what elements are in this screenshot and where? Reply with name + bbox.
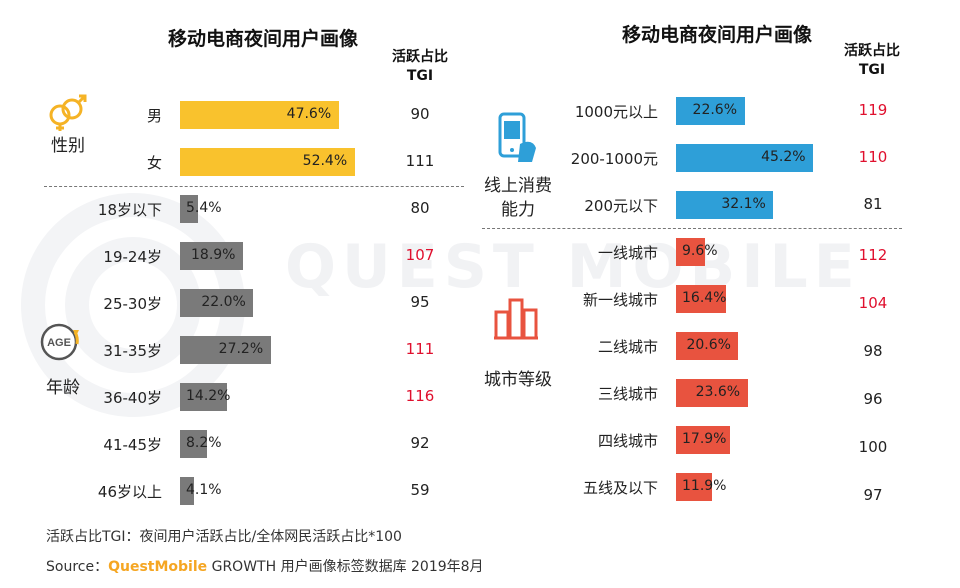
- left-row-1-2-tgi: 95: [410, 293, 430, 311]
- age-icon: AGE: [40, 323, 79, 361]
- left-row-1-0-category: 18岁以下: [97, 201, 162, 219]
- right-row-1-3-category: 三线城市: [597, 385, 658, 403]
- left-row-1-1-value-label: 18.9%: [191, 247, 236, 263]
- right-row-0-2-value-label: 32.1%: [721, 196, 766, 212]
- left-row-0-1-value-label: 52.4%: [302, 153, 348, 169]
- right-row-1-2-bar: [676, 332, 739, 360]
- right-row-1-2-value-label: 20.6%: [686, 337, 731, 353]
- left-row-1-1-bar: [180, 242, 243, 270]
- right-row-0-0-category: 1000元以上: [574, 103, 658, 121]
- left-row-1-3-value-label: 27.2%: [218, 341, 264, 357]
- left-chart-title: 移动电商夜间用户画像: [168, 28, 359, 50]
- right-row-1-4-category: 四线城市: [597, 432, 658, 450]
- right-row-1-5-tgi: 97: [863, 486, 883, 504]
- right-row-1-4-value-label: 17.9%: [682, 431, 727, 447]
- right-row-1-3-bar: [676, 379, 748, 407]
- left-row-0-1-category: 女: [146, 154, 162, 172]
- left-row-1-3-category: 31-35岁: [103, 342, 162, 360]
- right-row-0-2-bar: [676, 191, 774, 219]
- left-divider: [44, 186, 464, 187]
- right-row-0-2-tgi: 81: [863, 195, 883, 213]
- right-row-1-5-category: 五线及以下: [582, 479, 658, 497]
- group-label-city: 城市等级: [484, 370, 552, 390]
- left-row-1-1-category: 19-24岁: [103, 248, 162, 266]
- left-row-1-5-tgi: 92: [410, 434, 430, 452]
- left-row-1-0-value-label: 5.4%: [186, 200, 222, 216]
- right-row-1-4-bar: [676, 426, 731, 454]
- right-row-1-1-tgi: 104: [858, 294, 888, 312]
- left-row-1-0-tgi: 80: [410, 199, 430, 217]
- left-tgi-header: 活跃占比 TGI: [378, 48, 462, 86]
- right-chart-title: 移动电商夜间用户画像: [622, 24, 813, 46]
- right-row-1-5-value-label: 11.9%: [682, 478, 727, 494]
- right-row-0-2-category: 200元以下: [584, 197, 658, 215]
- right-row-1-5-bar: [676, 473, 713, 501]
- source-brand: QuestMobile: [108, 559, 208, 575]
- right-row-1-0-tgi: 112: [858, 246, 888, 264]
- left-row-1-2-value-label: 22.0%: [201, 294, 246, 310]
- right-row-0-0-tgi: 119: [858, 101, 888, 119]
- left-row-0-1-bar: [180, 148, 355, 176]
- source-rest: GROWTH 用户画像标签数据库 2019年8月: [207, 559, 484, 575]
- left-row-1-6-bar: [180, 477, 194, 505]
- left-row-1-2-bar: [180, 289, 254, 317]
- right-row-0-0-value-label: 22.6%: [692, 102, 738, 118]
- right-row-0-1-tgi: 110: [858, 148, 888, 166]
- left-row-1-2-category: 25-30岁: [103, 295, 162, 313]
- left-tgi-header-line2: TGI: [406, 68, 434, 84]
- left-row-1-3-tgi: 111: [405, 340, 435, 358]
- right-row-1-0-category: 一线城市: [597, 244, 658, 262]
- left-row-1-6-tgi: 59: [410, 481, 430, 499]
- right-row-1-3-tgi: 96: [863, 390, 883, 408]
- group-label-spending-line1: 线上消费: [484, 176, 552, 196]
- left-row-1-5-category: 41-45岁: [103, 436, 162, 454]
- left-row-1-6-value-label: 4.1%: [186, 482, 222, 498]
- right-row-0-0-bar: [676, 97, 745, 125]
- left-row-0-0-tgi: 90: [410, 105, 430, 123]
- left-row-1-6-category: 46岁以上: [97, 483, 162, 501]
- left-row-1-4-bar: [180, 383, 228, 411]
- left-row-0-0-value-label: 47.6%: [286, 106, 332, 122]
- age-icon-text: AGE: [47, 337, 71, 349]
- right-row-0-1-bar: [676, 144, 814, 172]
- left-row-1-4-tgi: 116: [405, 387, 435, 405]
- left-row-1-0-bar: [180, 195, 198, 223]
- city-buildings-icon: [494, 298, 538, 340]
- left-row-1-1-tgi: 107: [405, 246, 435, 264]
- left-row-1-5-value-label: 8.2%: [186, 435, 222, 451]
- group-label-age: 年龄: [46, 378, 80, 398]
- left-row-1-5-bar: [180, 430, 208, 458]
- right-row-1-1-bar: [676, 285, 726, 313]
- right-row-1-4-tgi: 100: [858, 438, 888, 456]
- source-prefix: Source：: [46, 559, 109, 575]
- left-row-0-1-tgi: 111: [405, 152, 435, 170]
- left-row-0-0-category: 男: [146, 107, 162, 125]
- right-divider: [482, 228, 902, 229]
- right-tgi-header: 活跃占比 TGI: [830, 42, 914, 80]
- right-row-0-1-value-label: 45.2%: [761, 149, 806, 165]
- right-row-0-1-category: 200-1000元: [570, 150, 658, 168]
- right-tgi-header-line2: TGI: [858, 62, 886, 78]
- group-label-spending-line2: 能力: [501, 200, 535, 220]
- gender-icon: [49, 94, 87, 131]
- right-row-1-3-value-label: 23.6%: [695, 384, 741, 400]
- right-row-1-0-value-label: 9.6%: [682, 243, 718, 259]
- phone-payment-icon: [498, 112, 536, 162]
- right-row-1-2-tgi: 98: [863, 342, 883, 360]
- group-label-gender: 性别: [51, 136, 85, 156]
- right-tgi-header-line1: 活跃占比: [844, 43, 900, 59]
- group-label-spending: 线上消费 能力: [478, 174, 558, 222]
- left-row-0-0-bar: [180, 101, 339, 129]
- left-row-1-4-value-label: 14.2%: [186, 388, 231, 404]
- left-tgi-header-line1: 活跃占比: [392, 49, 448, 65]
- right-row-1-0-bar: [676, 238, 706, 266]
- left-row-1-4-category: 36-40岁: [103, 389, 162, 407]
- footnote-source: Source：QuestMobile GROWTH 用户画像标签数据库 2019…: [46, 556, 484, 576]
- left-row-1-3-bar: [180, 336, 271, 364]
- footnote-definition: 活跃占比TGI：夜间用户活跃占比/全体网民活跃占比*100: [46, 529, 402, 545]
- right-row-1-1-category: 新一线城市: [582, 291, 658, 309]
- watermark: QUEST MOBILE: [285, 232, 861, 302]
- right-row-1-2-category: 二线城市: [597, 338, 658, 356]
- right-row-1-1-value-label: 16.4%: [682, 290, 727, 306]
